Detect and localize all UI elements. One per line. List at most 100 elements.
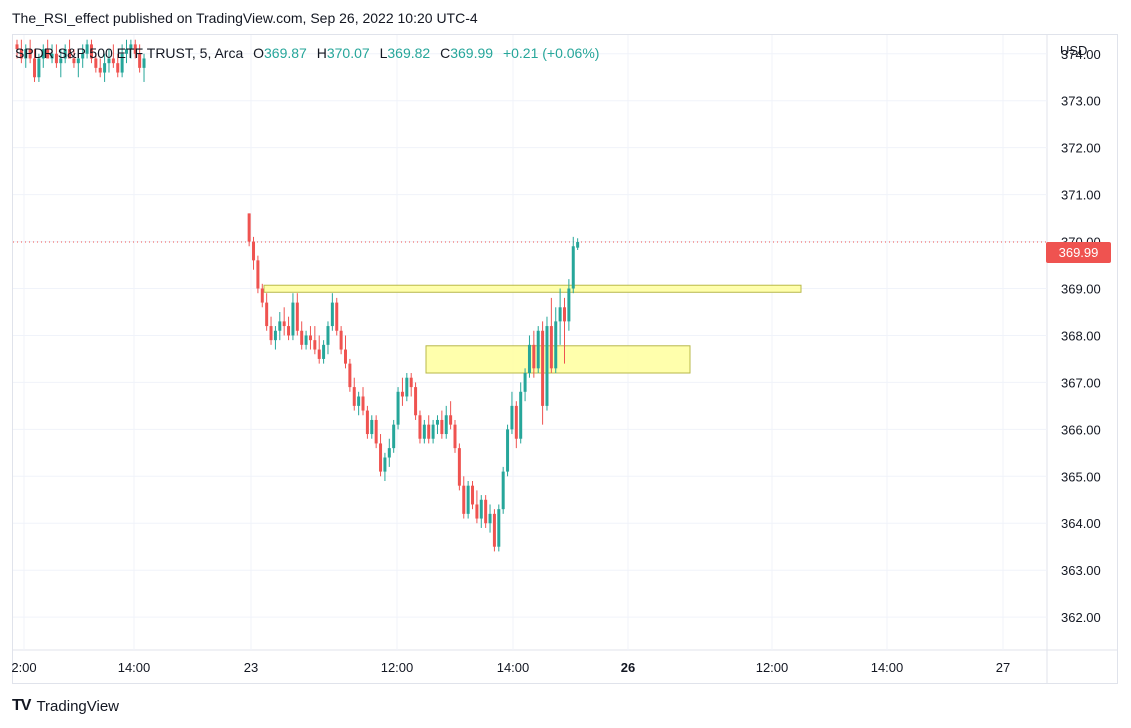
candle-body: [567, 288, 571, 322]
price-tick-label: 371.00: [1061, 188, 1101, 203]
candle-body: [488, 513, 492, 524]
candle-body: [405, 377, 409, 397]
candle-down: [339, 326, 343, 355]
candle-body: [427, 424, 431, 439]
candle-down: [549, 297, 553, 374]
candle-down: [295, 293, 299, 336]
candle-body: [265, 302, 269, 327]
candle-up: [59, 49, 63, 78]
price-tick-label: 372.00: [1061, 141, 1101, 156]
candle-body: [63, 49, 67, 59]
candle-body: [479, 499, 483, 519]
candle-body: [387, 448, 391, 458]
candle-body: [116, 63, 120, 73]
candle-up: [392, 419, 396, 453]
candle-body: [440, 419, 444, 435]
candle-down: [348, 358, 352, 392]
candle-body: [247, 213, 251, 242]
candle-body: [308, 335, 312, 341]
candle-body: [68, 49, 72, 59]
high-value: 370.07: [326, 45, 370, 61]
time-tick-label: 14:00: [118, 660, 151, 675]
candle-up: [576, 238, 580, 251]
candle-up: [120, 44, 124, 78]
candle-body: [383, 457, 387, 472]
time-tick-label: 14:00: [497, 660, 530, 675]
candle-body: [278, 321, 282, 331]
candle-body: [273, 330, 277, 341]
candle-down: [287, 316, 291, 341]
candle-body: [457, 448, 461, 486]
candle-body: [527, 344, 531, 374]
candle-body: [142, 58, 146, 68]
candle-down: [418, 410, 422, 444]
tradingview-logo-icon: TV: [12, 697, 31, 714]
candle-up: [357, 391, 361, 416]
candle-body: [28, 49, 32, 59]
candle-body: [107, 58, 111, 64]
candle-down: [414, 382, 418, 420]
candle-up: [558, 288, 562, 345]
candle-body: [361, 396, 365, 411]
currency-label[interactable]: USD: [1060, 43, 1088, 58]
candle-up: [387, 438, 391, 467]
candle-body: [59, 58, 63, 64]
candle-down: [19, 39, 23, 64]
candle-body: [532, 344, 536, 369]
candle-down: [269, 316, 273, 345]
candle-up: [370, 415, 374, 439]
candle-down: [116, 53, 120, 78]
candle-up: [497, 504, 501, 552]
candle-body: [19, 49, 23, 59]
price-tick-label: 367.00: [1061, 375, 1101, 390]
candle-down: [111, 44, 115, 68]
candle-body: [471, 485, 475, 505]
candle-down: [532, 330, 536, 378]
candle-down: [46, 39, 50, 59]
symbol-legend: SPDR S&P 500 ETF TRUST, 5, Arca O369.87 …: [15, 45, 599, 61]
high-label: H: [316, 45, 327, 61]
candle-up: [63, 44, 67, 64]
candle-body: [501, 471, 505, 510]
candle-body: [300, 330, 304, 345]
candle-body: [339, 330, 343, 350]
candle-down: [68, 39, 72, 59]
candle-body: [374, 419, 378, 444]
candle-up: [519, 382, 523, 444]
candle-body: [506, 429, 510, 472]
candle-up: [571, 236, 575, 294]
candle-down: [98, 58, 102, 78]
candle-body: [46, 49, 50, 59]
price-tick-label: 366.00: [1061, 422, 1101, 437]
candle-body: [291, 302, 295, 336]
candle-down: [440, 410, 444, 439]
candle-body: [444, 415, 448, 435]
candle-up: [326, 321, 330, 355]
candle-body: [304, 335, 308, 345]
candle-body: [72, 58, 76, 64]
price-tick-label: 368.00: [1061, 328, 1101, 343]
candle-body: [260, 288, 264, 303]
candle-body: [103, 63, 107, 73]
candle-body: [400, 391, 404, 397]
candle-layer: [15, 39, 580, 552]
symbol-name: SPDR S&P 500 ETF TRUST, 5, Arca: [15, 45, 244, 61]
candle-body: [256, 260, 260, 289]
candle-down: [457, 443, 461, 491]
candle-body: [549, 326, 553, 369]
candle-up: [125, 39, 128, 64]
footer-brand[interactable]: TV TradingView: [12, 697, 119, 715]
candle-up: [37, 53, 41, 82]
candle-body: [449, 415, 453, 425]
low-label: L: [379, 45, 388, 61]
supply-demand-zone: [263, 284, 802, 293]
candle-body: [335, 302, 339, 331]
candle-down: [344, 335, 347, 369]
candle-body: [85, 44, 89, 54]
candle-down: [409, 373, 413, 397]
candle-body: [409, 377, 413, 388]
candle-body: [370, 419, 374, 435]
brand-name: TradingView: [36, 697, 119, 715]
candle-body: [133, 44, 137, 54]
